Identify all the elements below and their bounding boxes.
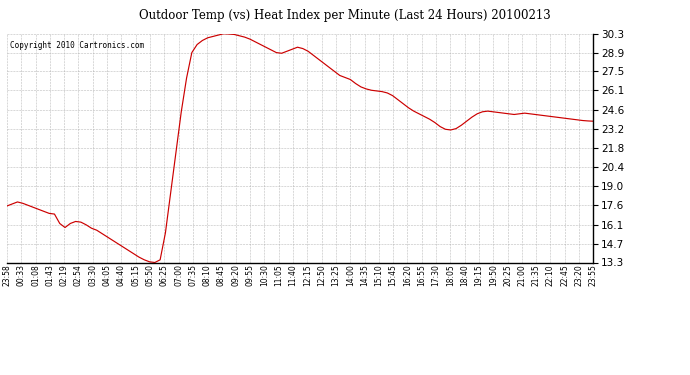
Text: Copyright 2010 Cartronics.com: Copyright 2010 Cartronics.com <box>10 40 144 50</box>
Text: Outdoor Temp (vs) Heat Index per Minute (Last 24 Hours) 20100213: Outdoor Temp (vs) Heat Index per Minute … <box>139 9 551 22</box>
